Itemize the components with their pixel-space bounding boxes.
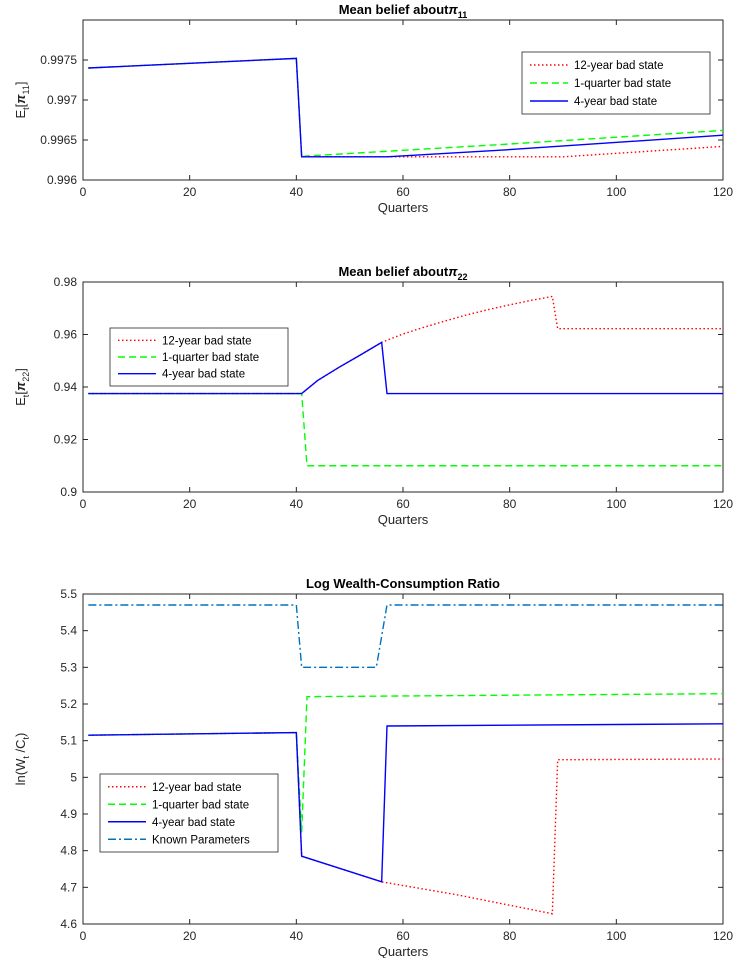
y-tick-label: 0.997 — [47, 93, 77, 107]
y-tick-label: 0.9965 — [40, 133, 77, 147]
x-tick-label: 60 — [396, 929, 410, 943]
x-tick-label: 40 — [290, 185, 304, 199]
y-tick-label: 4.9 — [60, 807, 77, 821]
legend-label: Known Parameters — [152, 834, 250, 846]
y-axis-label: ln(Wt /Ct) — [13, 733, 31, 786]
y-tick-label: 5.4 — [60, 624, 77, 638]
series-line-12-year-bad-state — [88, 295, 723, 395]
x-tick-label: 40 — [290, 929, 304, 943]
legend: 12-year bad state 1-quarter bad state 4-ye… — [99, 773, 279, 853]
x-tick-label: 120 — [713, 185, 733, 199]
series-group — [88, 57, 723, 158]
series-line-4-year-bad-state — [88, 341, 723, 395]
series-line-1-quarter-bad-state — [88, 693, 723, 833]
y-axis-label: Et[π22] — [13, 368, 31, 406]
x-tick-label: 20 — [183, 929, 197, 943]
x-tick-label: 60 — [396, 185, 410, 199]
x-tick-label: 100 — [606, 185, 626, 199]
x-axis-label: Quarters — [378, 200, 429, 215]
plot-area — [82, 593, 724, 925]
x-tick-label: 60 — [396, 497, 410, 511]
y-tick-label: 4.7 — [60, 880, 77, 894]
x-tick-label: 80 — [503, 185, 517, 199]
series-line-known-parameters — [88, 604, 723, 669]
x-tick-label: 0 — [80, 929, 87, 943]
y-tick-label: 0.9975 — [40, 53, 77, 67]
legend-label: 1-quarter bad state — [152, 799, 249, 811]
legend-label: 1-quarter bad state — [574, 78, 671, 90]
x-tick-label: 20 — [183, 185, 197, 199]
y-tick-label: 5.2 — [60, 697, 77, 711]
series-group — [88, 295, 723, 467]
y-axis-label: Et[π11] — [13, 81, 31, 118]
legend-label: 1-quarter bad state — [162, 352, 259, 364]
chart-title: Mean belief aboutπ11 — [339, 2, 468, 20]
legend-label: 12-year bad state — [574, 60, 664, 72]
x-axis-label: Quarters — [378, 512, 429, 527]
y-tick-label: 5.5 — [60, 587, 77, 601]
y-tick-label: 5 — [70, 770, 77, 784]
y-tick-label: 4.8 — [60, 844, 77, 858]
y-tick-label: 0.92 — [54, 433, 78, 447]
x-tick-label: 100 — [606, 497, 626, 511]
y-tick-label: 4.6 — [60, 917, 77, 931]
x-tick-label: 0 — [80, 185, 87, 199]
y-tick-label: 0.996 — [47, 173, 77, 187]
x-tick-label: 40 — [290, 497, 304, 511]
legend-label: 12-year bad state — [162, 335, 252, 347]
series-line-4-year-bad-state — [88, 57, 723, 158]
x-tick-label: 80 — [503, 497, 517, 511]
y-tick-label: 5.3 — [60, 660, 77, 674]
y-tick-label: 0.96 — [54, 328, 78, 342]
x-tick-label: 0 — [80, 497, 87, 511]
legend-label: 4-year bad state — [162, 369, 245, 381]
x-axis-label: Quarters — [378, 944, 429, 958]
y-tick-label: 0.94 — [54, 380, 78, 394]
legend-box — [109, 327, 289, 387]
legend: 12-year bad state 1-quarter bad state 4-ye… — [109, 327, 289, 387]
legend-label: 4-year bad state — [574, 96, 657, 108]
x-tick-label: 120 — [713, 497, 733, 511]
series-group — [88, 604, 723, 915]
chart-panel-2: 0 20 40 60 80 100 120 0.9 0.92 0.94 0.96 0.98 Mean b… — [13, 264, 733, 527]
x-tick-label: 20 — [183, 497, 197, 511]
chart-title: Log Wealth-Consumption Ratio — [306, 576, 500, 591]
chart-panel-1: 0 20 40 60 80 100 120 0.996 0.9965 0.997 0.9975 Mea… — [13, 2, 733, 215]
legend-label: 12-year bad state — [152, 782, 242, 794]
series-line-4-year-bad-state — [88, 723, 723, 883]
plot-area — [82, 281, 724, 493]
legend-label: 4-year bad state — [152, 817, 235, 829]
legend: 12-year bad state 1-quarter bad state 4-ye… — [521, 51, 711, 115]
chart-panel-3: 0 20 40 60 80 100 120 4.6 4.7 4.8 4.9 5 5.1 5.2 5.3 5.4… — [13, 576, 733, 958]
y-tick-label: 0.9 — [60, 485, 77, 499]
y-tick-label: 5.1 — [60, 734, 77, 748]
chart-title: Mean belief aboutπ22 — [338, 264, 467, 282]
x-tick-label: 80 — [503, 929, 517, 943]
x-tick-label: 120 — [713, 929, 733, 943]
x-tick-label: 100 — [606, 929, 626, 943]
y-tick-label: 0.98 — [54, 275, 78, 289]
